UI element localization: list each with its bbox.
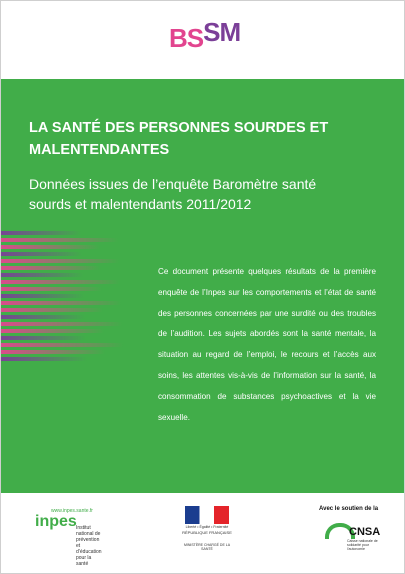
stripe: [1, 266, 101, 270]
republic: RÉPUBLIQUE FRANÇAISE: [182, 530, 232, 535]
stripe: [1, 301, 121, 305]
inpes-url: www.inpes.sante.fr: [51, 508, 93, 514]
green-panel: LA SANTÉ DES PERSONNES SOURDES ET MALENT…: [1, 79, 404, 493]
logo: BSSM: [169, 17, 241, 54]
cnsa-full: Caisse nationale de solidarité pour l’au…: [347, 539, 378, 551]
flag: [185, 506, 229, 524]
summary: Ce document présente quelques résultats …: [158, 267, 376, 422]
stripe: [1, 357, 87, 361]
stripe: [1, 350, 105, 354]
stripe: [1, 273, 83, 277]
ministry: MINISTÈRE CHARGÉ DE LA SANTÉ: [183, 543, 231, 551]
stripe: [1, 343, 123, 347]
stripe: [1, 322, 122, 326]
logo-right: SM: [203, 17, 241, 47]
cnsa-name: CNSA: [349, 526, 381, 538]
motto: Liberté • Égalité • Fraternité: [185, 525, 229, 529]
stripe: [1, 238, 118, 242]
stripe: [1, 315, 85, 319]
stripe: [1, 336, 86, 340]
stripe: [1, 280, 120, 284]
inpes-logo: inpes: [35, 513, 77, 530]
cnsa-intro: Avec le soutien de la: [319, 506, 379, 512]
stripe: [1, 329, 104, 333]
title: LA SANTÉ DES PERSONNES SOURDES ET MALENT…: [29, 120, 329, 158]
stripe: [1, 231, 81, 235]
stripes: [1, 231, 136, 366]
stripe: [1, 245, 100, 249]
stripe: [1, 308, 103, 312]
stripe: [1, 294, 84, 298]
stripe: [1, 252, 82, 256]
inpes-full: Institut national de prévention et d’édu…: [76, 525, 102, 567]
stripe: [1, 259, 119, 263]
logo-left: BS: [169, 23, 204, 53]
subtitle: Données issues de l’enquête Baromètre sa…: [29, 176, 317, 212]
cnsa-arc: [325, 523, 355, 539]
stripe: [1, 287, 102, 291]
